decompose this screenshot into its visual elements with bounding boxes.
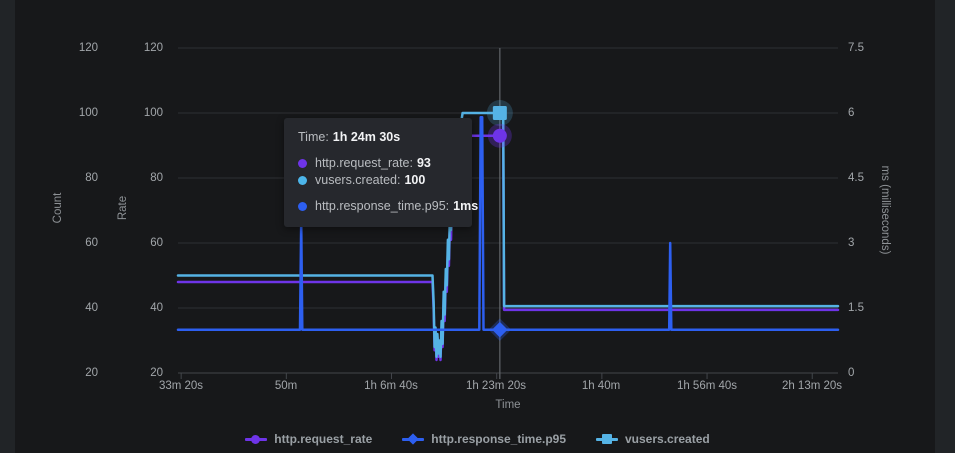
ms-tick: 1.5 <box>848 302 864 314</box>
response-time-dot-icon <box>298 202 307 211</box>
count-tick: 120 <box>78 42 98 54</box>
count-tick: 20 <box>85 367 98 379</box>
rate-tick: 20 <box>150 367 163 379</box>
time-tick: 33m 20s <box>158 380 204 392</box>
time-tick: 2h 13m 20s <box>781 380 843 392</box>
ms-axis-title: ms (milliseconds) <box>879 165 891 255</box>
ms-tick: 3 <box>848 237 855 249</box>
chart-tooltip: Time: 1h 24m 30s http.request_rate: 93 vus… <box>284 118 478 227</box>
tooltip-row-label: vusers.created: <box>315 173 401 187</box>
rate-axis-title: Rate <box>117 195 129 221</box>
time-axis-title: Time <box>495 399 521 411</box>
tooltip-time-row: Time: 1h 24m 30s <box>298 130 458 145</box>
request-rate-dot-icon <box>298 159 307 168</box>
count-tick: 100 <box>78 107 98 119</box>
series-line-http-response-time-p95[interactable] <box>176 116 840 331</box>
legend-label: http.request_rate <box>274 432 373 446</box>
right-edge-gutter <box>935 0 955 453</box>
request-rate-circle-marker[interactable] <box>492 128 507 143</box>
tooltip-row-request-rate: http.request_rate: 93 <box>298 156 458 171</box>
series-line-vusers-created[interactable] <box>176 111 840 359</box>
ms-tick: 0 <box>848 367 855 379</box>
request-rate-marker-icon <box>245 433 268 445</box>
tooltip-row-label: http.response_time.p95: <box>315 199 450 213</box>
tooltip-time-value: 1h 24m 30s <box>332 130 401 144</box>
time-tick: 1h 56m 40s <box>676 380 738 392</box>
ms-tick: 6 <box>848 107 855 119</box>
tooltip-rate-group: http.request_rate: 93 vusers.created: 100 <box>298 156 458 188</box>
vusers-square-marker[interactable] <box>492 106 507 120</box>
rate-tick: 60 <box>150 237 163 249</box>
tooltip-row-response-time: http.response_time.p95: 1ms <box>298 199 478 214</box>
count-tick: 60 <box>85 237 98 249</box>
chart-legend: http.request_rate http.response_time.p95… <box>0 426 955 452</box>
time-tick: 50m <box>274 380 298 392</box>
count-tick: 40 <box>85 302 98 314</box>
legend-item-http-request-rate[interactable]: http.request_rate <box>245 432 372 446</box>
time-tick: 1h 40m <box>581 380 621 392</box>
legend-label: http.response_time.p95 <box>431 432 566 446</box>
legend-label: vusers.created <box>625 432 710 446</box>
series-line-http-request-rate[interactable] <box>176 134 840 362</box>
response-time-marker-icon <box>402 433 425 445</box>
time-tick: 1h 6m 40s <box>364 380 418 392</box>
tooltip-row-value: 93 <box>416 156 431 170</box>
tooltip-time-label: Time: <box>298 130 329 144</box>
left-edge-gutter <box>0 0 15 453</box>
vusers-created-dot-icon <box>298 176 307 185</box>
rate-tick: 120 <box>143 42 163 54</box>
tooltip-row-label: http.request_rate: <box>315 156 413 170</box>
count-axis-title: Count <box>52 192 64 224</box>
tooltip-row-value: 100 <box>404 173 426 187</box>
legend-item-http-response-time-p95[interactable]: http.response_time.p95 <box>402 432 566 446</box>
vusers-created-marker-icon <box>596 433 618 445</box>
ms-tick: 7.5 <box>848 42 864 54</box>
rate-tick: 40 <box>150 302 163 314</box>
time-tick: 1h 23m 20s <box>465 380 527 392</box>
tooltip-row-value: 1ms <box>453 199 479 213</box>
rate-tick: 80 <box>150 172 163 184</box>
count-tick: 80 <box>85 172 98 184</box>
legend-item-vusers-created[interactable]: vusers.created <box>596 432 710 446</box>
tooltip-row-vusers-created: vusers.created: 100 <box>298 173 458 188</box>
rate-tick: 100 <box>143 107 163 119</box>
ms-tick: 4.5 <box>848 172 864 184</box>
tooltip-ms-group: http.response_time.p95: 1ms <box>298 199 478 214</box>
